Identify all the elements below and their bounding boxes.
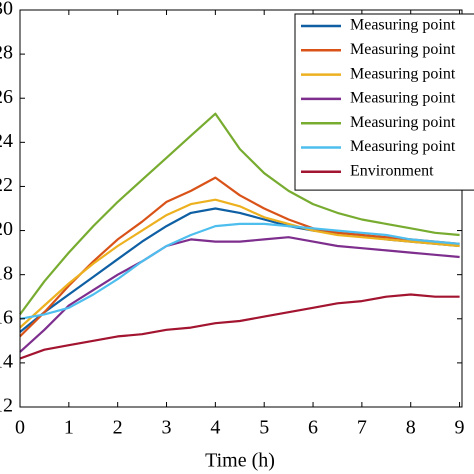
y-tick-label: 12 [0, 395, 13, 417]
legend-label: Environment [350, 162, 434, 179]
legend-label: Measuring point [350, 65, 456, 82]
y-tick-label: 30 [0, 0, 13, 20]
x-tick-label: 8 [406, 417, 416, 439]
series-line [19, 112, 460, 316]
y-tick-label: 24 [0, 130, 13, 152]
legend-label: Measuring point [350, 114, 456, 131]
x-tick-label: 6 [308, 417, 318, 439]
y-tick-label: 28 [0, 42, 13, 64]
y-tick-label: 18 [0, 262, 13, 284]
series-line [19, 222, 460, 320]
y-tick-label: 22 [0, 174, 13, 196]
legend-box [294, 13, 474, 191]
legend-label: Measuring point [350, 41, 456, 58]
series-line [19, 198, 460, 329]
series-line [19, 236, 460, 353]
series-line [19, 293, 460, 360]
x-axis-label: Time (h) [205, 450, 275, 472]
series-line [19, 176, 460, 338]
x-tick-label: 7 [357, 417, 367, 439]
y-tick-label: 26 [0, 86, 13, 108]
y-tick-label: 14 [0, 350, 13, 372]
plot-frame [19, 9, 463, 408]
x-tick-label: 0 [15, 417, 25, 439]
legend-label: Measuring point [350, 138, 456, 155]
x-tick-label: 4 [210, 417, 220, 439]
legend-label: Measuring point [350, 90, 456, 107]
legend-label: Measuring point [350, 17, 456, 34]
x-tick-label: 5 [259, 417, 269, 439]
y-tick-label: 20 [0, 218, 13, 240]
x-tick-label: 9 [455, 417, 465, 439]
x-tick-label: 1 [64, 417, 74, 439]
x-tick-label: 2 [113, 417, 123, 439]
y-tick-label: 16 [0, 306, 13, 328]
x-tick-label: 3 [162, 417, 172, 439]
